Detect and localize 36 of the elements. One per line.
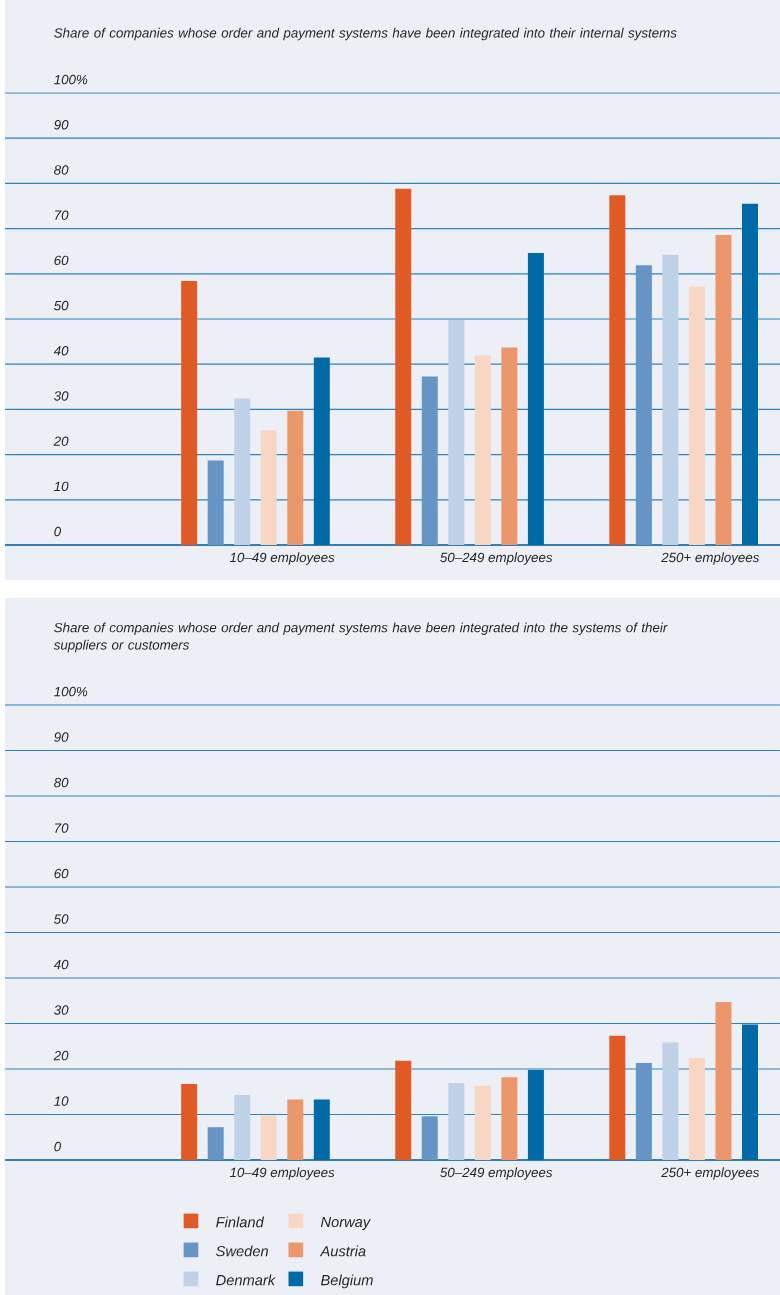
legend-label: Belgium [320, 1274, 373, 1289]
y-tick-label: 70 [55, 823, 69, 833]
x-tick-label: 50–249 employees [440, 552, 553, 565]
y-tick-label: 90 [54, 120, 69, 130]
x-tick-label: 10–49 employees [229, 552, 335, 565]
y-tick-label: 100% [54, 686, 88, 697]
y-tick-label: 0 [54, 526, 62, 537]
y-tick-label: 40 [53, 959, 69, 970]
legend-label: Sweden [216, 1245, 268, 1257]
y-tick-label: 40 [53, 346, 69, 356]
y-tick-label: 10 [54, 481, 69, 492]
y-tick-label: 10 [54, 1096, 69, 1106]
legend-label: Austria [319, 1245, 366, 1257]
y-tick-label: 90 [54, 732, 69, 742]
legend-label: Finland [216, 1216, 265, 1228]
y-tick-label: 50 [54, 914, 69, 924]
y-tick-label: 20 [53, 436, 69, 446]
x-tick-label: 250+ employees [661, 552, 760, 565]
y-tick-label: 30 [54, 1005, 69, 1015]
y-tick-label: 60 [54, 868, 69, 879]
chart-title: Share of companies whose order and payment systems have been integrated into their internal systems [54, 27, 677, 41]
y-tick-label: 0 [54, 1141, 62, 1152]
x-tick-label: 250+ employees [661, 1167, 760, 1180]
y-tick-label: 80 [54, 777, 69, 788]
y-tick-label: 50 [54, 300, 69, 311]
legend-label: Denmark [216, 1274, 276, 1286]
y-tick-label: 100% [54, 74, 88, 85]
y-tick-label: 60 [54, 255, 69, 266]
x-tick-label: 50–249 employees [440, 1167, 553, 1180]
legend-label: Norway [320, 1216, 371, 1231]
chart-title: Share of companies whose order and payment systems have been integrated into the systems of their suppliers or customers [53, 622, 668, 653]
y-tick-label: 20 [53, 1050, 69, 1061]
y-tick-label: 70 [55, 210, 69, 220]
y-tick-label: 80 [54, 165, 69, 175]
x-tick-label: 10–49 employees [229, 1167, 335, 1180]
y-tick-label: 30 [54, 391, 69, 401]
